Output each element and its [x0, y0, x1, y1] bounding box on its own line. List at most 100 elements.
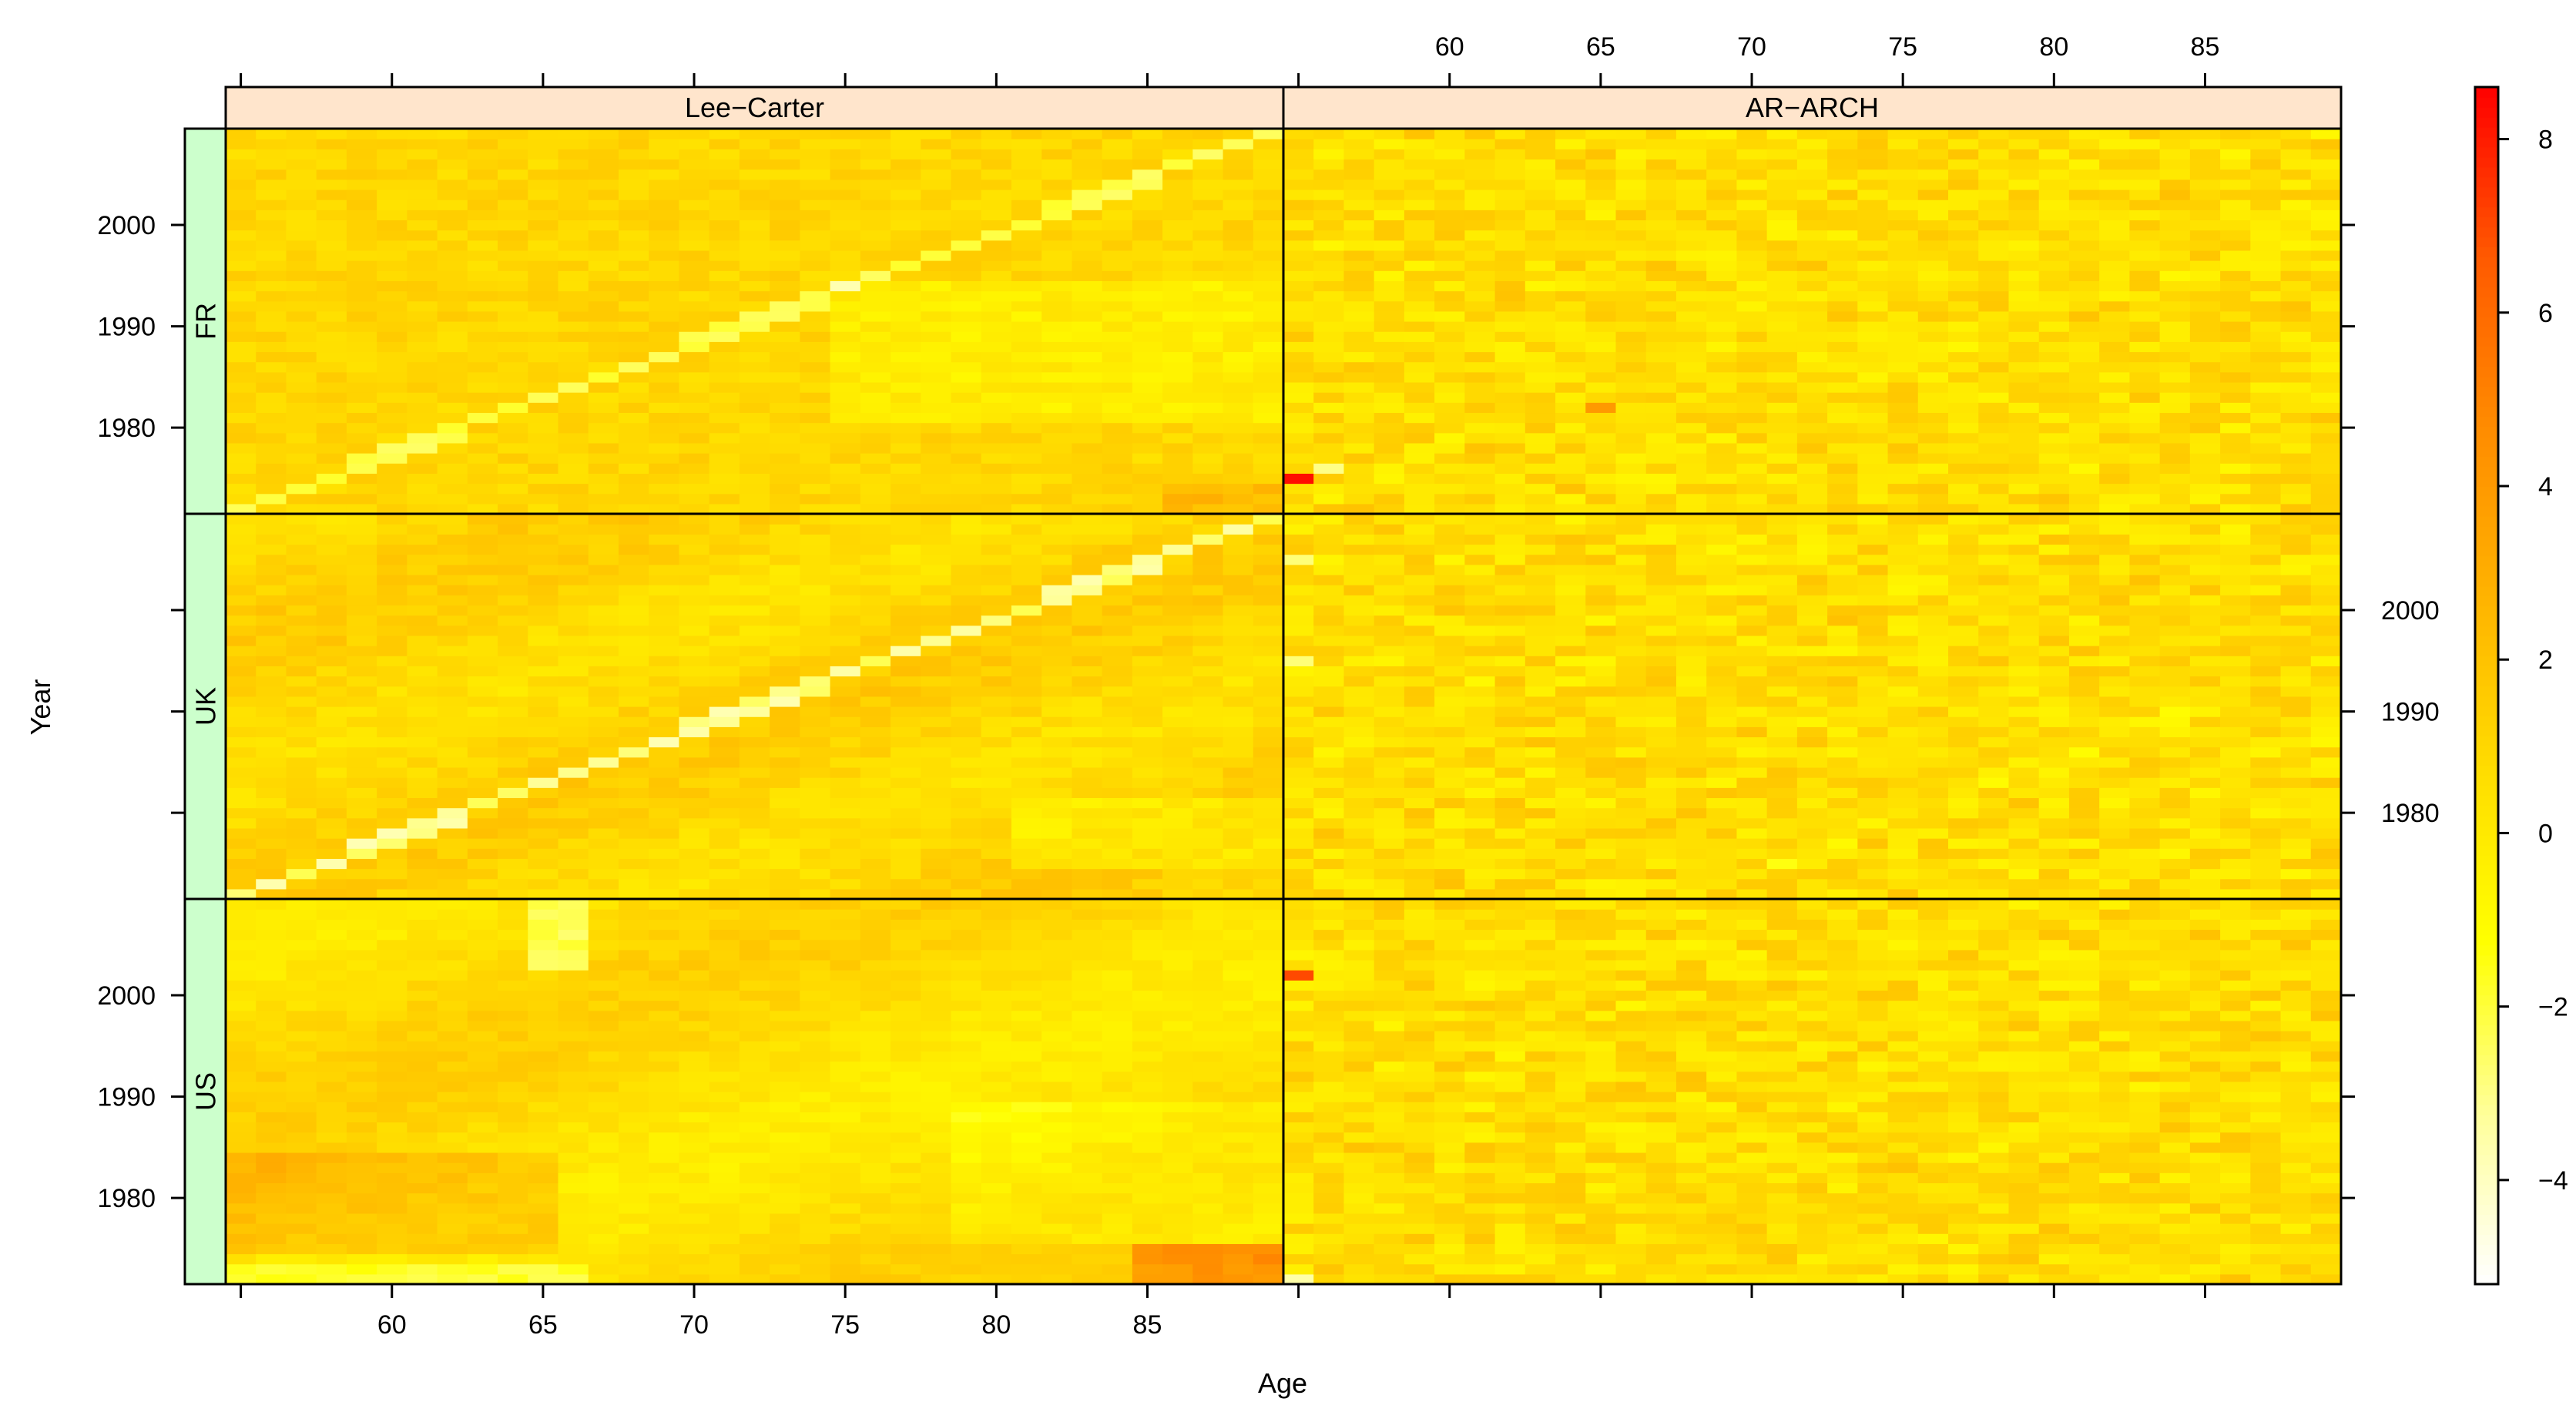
heatmap-cell [1887, 544, 1919, 555]
heatmap-cell [467, 250, 498, 261]
heatmap-cell [1827, 392, 1858, 403]
heatmap-cell [1736, 878, 1768, 890]
heatmap-cell [2310, 220, 2342, 231]
heatmap-cell [951, 260, 982, 271]
heatmap-cell [2099, 270, 2130, 281]
heatmap-cell [1162, 666, 1193, 677]
heatmap-cell [1162, 270, 1193, 281]
heatmap-cell [1283, 564, 1314, 575]
heatmap-cell [1313, 381, 1345, 393]
heatmap-cell [1706, 331, 1738, 342]
heatmap-cell [770, 453, 800, 464]
heatmap-cell [226, 878, 257, 890]
heatmap-cell [2068, 290, 2100, 302]
heatmap-cell [1706, 514, 1738, 525]
heatmap-cell [467, 473, 498, 485]
heatmap-cell [377, 159, 408, 170]
heatmap-cell [1675, 473, 1707, 485]
heatmap-cell [709, 554, 740, 565]
heatmap-cell [800, 432, 831, 444]
heatmap-cell [346, 392, 377, 403]
heatmap-cell [679, 270, 710, 281]
heatmap-cell [437, 402, 468, 414]
heatmap-cell [1827, 574, 1858, 585]
heatmap-cell [1887, 595, 1919, 606]
heatmap-cell [226, 351, 257, 363]
heatmap-cell [286, 392, 317, 403]
heatmap-cell [618, 290, 649, 302]
heatmap-cell [1374, 371, 1405, 383]
heatmap-cell [1404, 605, 1435, 616]
heatmap-cell [1978, 503, 2010, 515]
heatmap-cell [1524, 696, 1556, 707]
heatmap-cell [1645, 129, 1677, 139]
heatmap-cell [921, 240, 952, 251]
heatmap-cell [498, 412, 528, 424]
heatmap-cell [891, 574, 921, 585]
heatmap-cell [226, 442, 257, 454]
heatmap-cell [1675, 787, 1707, 799]
heatmap-cell [649, 432, 680, 444]
heatmap-cell [1887, 797, 1919, 809]
heatmap-cell [649, 200, 680, 210]
heatmap-cell [1675, 361, 1707, 373]
heatmap-cell [709, 321, 740, 332]
heatmap-cell [2129, 310, 2161, 322]
heatmap-cell [588, 200, 619, 210]
heatmap-cell [1011, 200, 1042, 210]
heatmap-cell [1948, 756, 1979, 768]
heatmap-cell [709, 746, 740, 758]
heatmap-cell [2008, 483, 2040, 495]
heatmap-cell [1766, 635, 1798, 646]
heatmap-cell [679, 230, 710, 241]
heatmap-cell [1827, 696, 1858, 707]
heatmap-cell [528, 159, 559, 170]
heatmap-cell [770, 756, 800, 768]
heatmap-cell [407, 331, 438, 342]
heatmap-cell [256, 220, 287, 231]
heatmap-cell [1283, 351, 1314, 363]
heatmap-cell [951, 716, 982, 727]
heatmap-cell [1162, 827, 1193, 839]
heatmap-cell [618, 179, 649, 190]
heatmap-cell [1736, 351, 1768, 363]
heatmap-cell [558, 230, 589, 241]
heatmap-cell [1978, 888, 2010, 900]
heatmap-cell [1253, 139, 1284, 149]
heatmap-cell [1313, 493, 1345, 505]
heatmap-cell [1796, 300, 1828, 312]
heatmap-cell [1524, 381, 1556, 393]
heatmap-cell [1978, 595, 2010, 606]
heatmap-cell [1464, 706, 1496, 717]
heatmap-cell [891, 595, 921, 606]
heatmap-cell [1524, 595, 1556, 606]
heatmap-cell [921, 453, 952, 464]
heatmap-cell [498, 574, 528, 585]
heatmap-cell [800, 200, 831, 210]
heatmap-cell [1253, 524, 1284, 535]
heatmap-cell [951, 706, 982, 717]
heatmap-cell [2008, 544, 2040, 555]
heatmap-cell [1313, 736, 1345, 748]
heatmap-cell [951, 473, 982, 485]
heatmap-cell [498, 524, 528, 535]
heatmap-cell [2038, 129, 2070, 139]
heatmap-cell [1675, 514, 1707, 525]
heatmap-cell [981, 250, 1012, 261]
heatmap-cell [649, 290, 680, 302]
heatmap-cell [1313, 848, 1345, 859]
heatmap-cell [2189, 381, 2221, 393]
heatmap-cell [921, 635, 952, 646]
heatmap-cell [256, 666, 287, 677]
heatmap-cell [256, 686, 287, 697]
heatmap-cell [1404, 432, 1435, 444]
heatmap-cell [1464, 270, 1496, 281]
heatmap-cell [1857, 787, 1889, 799]
heatmap-cell [1011, 595, 1042, 606]
heatmap-cell [981, 726, 1012, 738]
heatmap-cell [1132, 230, 1163, 241]
heatmap-cell [1645, 463, 1677, 474]
heatmap-cell [679, 574, 710, 585]
heatmap-cell [1645, 524, 1677, 535]
heatmap-cell [1948, 726, 1979, 738]
